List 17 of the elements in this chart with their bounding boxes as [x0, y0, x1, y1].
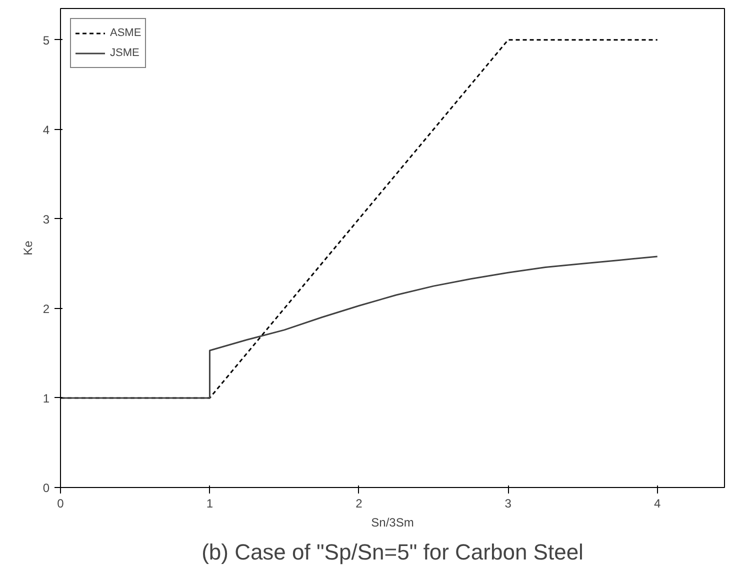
y-tick-label: 1 — [42, 391, 50, 406]
x-tick-label: 2 — [356, 496, 363, 510]
y-tick-label: 2 — [42, 302, 50, 316]
y-tick-label: 3 — [42, 212, 50, 226]
text: (b) Case of "Sp/Sn=5" for Carbon Steel — [202, 540, 584, 564]
x-tick-label: 1 — [206, 496, 214, 510]
x-tick-label: 0 — [57, 496, 64, 510]
x-tick-label: 3 — [504, 496, 512, 510]
y-tick-label: 4 — [42, 122, 50, 137]
y-axis-title: Ke — [20, 240, 35, 256]
legend-label: JSME — [110, 47, 140, 59]
y-tick-label: 0 — [42, 481, 50, 495]
legend-label: ASME — [110, 27, 142, 39]
x-axis-title: Sn/3Sm — [371, 516, 414, 530]
y-tick-label: 5 — [42, 33, 50, 48]
line-series — [60, 256, 658, 399]
x-tick-label: 4 — [654, 496, 662, 510]
